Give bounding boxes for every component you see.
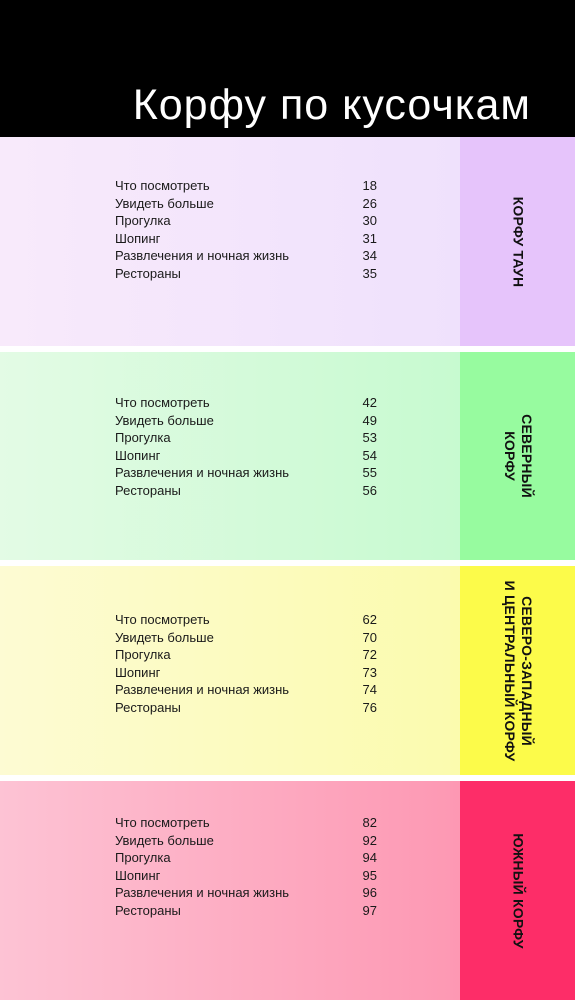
toc-entry[interactable]: Прогулка 72 — [115, 646, 377, 664]
toc-entry-label: Увидеть больше — [115, 412, 214, 428]
toc-entry-page: 97 — [362, 902, 377, 918]
toc-entry-page: 76 — [362, 699, 377, 715]
toc-entry-label: Прогулка — [115, 213, 171, 229]
toc-entry-label: Увидеть больше — [115, 629, 214, 645]
toc-entry-label: Что посмотреть — [115, 612, 210, 627]
toc-entry-label: Развлечения и ночная жизнь — [115, 248, 290, 264]
toc-entry[interactable]: Рестораны 35 — [115, 265, 377, 283]
section-content: Что посмотреть 82 Увидеть больше 92 Прогулка… — [0, 781, 460, 1000]
toc-entry[interactable]: Прогулка 53 — [115, 429, 377, 447]
toc-entry[interactable]: Увидеть больше 70 — [115, 629, 377, 647]
toc-entry-label: Развлечения и ночная жизнь — [115, 682, 290, 698]
toc-entry-label: Увидеть больше — [115, 832, 214, 848]
section-tab-label: ЮЖНЫЙ КОРФУ — [510, 832, 526, 949]
toc-entry-label: Развлечения и ночная жизнь — [115, 885, 290, 901]
toc-entry[interactable]: Развлечения и ночная жизнь 96 — [115, 884, 377, 902]
toc-entry-label: Прогулка — [115, 430, 171, 446]
toc-entry-page: 30 — [362, 213, 377, 229]
section-tab-label: СЕВЕРО-ЗАПАДНЫЙ И ЦЕНТРАЛЬНЫЙ КОРФУ — [501, 580, 535, 761]
toc-entry-page: 73 — [362, 664, 377, 680]
toc-entry-page: 34 — [362, 248, 377, 264]
toc-entry-page: 82 — [362, 815, 377, 830]
section-content: Что посмотреть 18 Увидеть больше 26 Прогулка… — [0, 137, 460, 346]
toc-entry[interactable]: Рестораны 97 — [115, 902, 377, 920]
toc-entry-page: 42 — [362, 395, 377, 410]
section-tab-label: КОРФУ ТАУН — [510, 196, 526, 287]
toc-entry[interactable]: Рестораны 56 — [115, 482, 377, 500]
toc-entry-label: Прогулка — [115, 850, 171, 866]
toc-entry-label: Что посмотреть — [115, 395, 210, 410]
toc-entry[interactable]: Шопинг 73 — [115, 664, 377, 682]
toc-entry-page: 95 — [362, 867, 377, 883]
page-header: Корфу по кусочкам — [0, 0, 575, 137]
toc-entry-page: 31 — [362, 230, 377, 246]
toc-entry-page: 18 — [362, 178, 377, 193]
toc-entry-page: 70 — [362, 629, 377, 645]
toc-entry[interactable]: Развлечения и ночная жизнь 74 — [115, 681, 377, 699]
toc-entry[interactable]: Что посмотреть 82 — [115, 814, 377, 832]
toc-entry-page: 72 — [362, 647, 377, 663]
page-title: Корфу по кусочкам — [132, 81, 531, 129]
toc-entry[interactable]: Увидеть больше 92 — [115, 832, 377, 850]
toc-entry[interactable]: Шопинг 95 — [115, 867, 377, 885]
toc-entry[interactable]: Прогулка 94 — [115, 849, 377, 867]
toc-section: Что посмотреть 82 Увидеть больше 92 Прогулка… — [0, 781, 575, 1000]
toc-entry-label: Рестораны — [115, 902, 181, 918]
section-content: Что посмотреть 62 Увидеть больше 70 Прогулка… — [0, 566, 460, 775]
toc-entry[interactable]: Прогулка 30 — [115, 212, 377, 230]
section-tab[interactable]: СЕВЕРНЫЙ КОРФУ — [460, 352, 575, 560]
toc-entry-label: Шопинг — [115, 664, 161, 680]
toc-entry[interactable]: Увидеть больше 49 — [115, 412, 377, 430]
toc-entry-label: Увидеть больше — [115, 195, 214, 211]
toc-entry-page: 26 — [362, 195, 377, 211]
section-tab-label: СЕВЕРНЫЙ КОРФУ — [501, 414, 535, 498]
toc-entry-page: 54 — [362, 447, 377, 463]
toc-section: Что посмотреть 18 Увидеть больше 26 Прогулка… — [0, 137, 575, 346]
toc-section: Что посмотреть 62 Увидеть больше 70 Прогулка… — [0, 566, 575, 775]
section-tab[interactable]: ЮЖНЫЙ КОРФУ — [460, 781, 575, 1000]
toc-list: Что посмотреть 82 Увидеть больше 92 Прогулка… — [115, 814, 377, 920]
toc-entry-page: 56 — [362, 482, 377, 498]
toc-entry-page: 62 — [362, 612, 377, 627]
section-content: Что посмотреть 42 Увидеть больше 49 Прогулка… — [0, 352, 460, 560]
toc-list: Что посмотреть 62 Увидеть больше 70 Прогулка… — [115, 611, 377, 717]
toc-entry-label: Что посмотреть — [115, 178, 210, 193]
toc-entry-page: 74 — [362, 682, 377, 698]
toc-entry-label: Что посмотреть — [115, 815, 210, 830]
toc-section: Что посмотреть 42 Увидеть больше 49 Прогулка… — [0, 352, 575, 560]
toc-entry-page: 94 — [362, 850, 377, 866]
toc-entry[interactable]: Развлечения и ночная жизнь 34 — [115, 247, 377, 265]
toc-entry[interactable]: Увидеть больше 26 — [115, 195, 377, 213]
toc-entry[interactable]: Шопинг 31 — [115, 230, 377, 248]
toc-entry-page: 35 — [362, 265, 377, 281]
toc-entry-page: 53 — [362, 430, 377, 446]
toc-entry-label: Развлечения и ночная жизнь — [115, 465, 290, 481]
toc-entry-page: 55 — [362, 465, 377, 481]
toc-entry[interactable]: Рестораны 76 — [115, 699, 377, 717]
toc-entry-label: Шопинг — [115, 230, 161, 246]
toc-entry-page: 96 — [362, 885, 377, 901]
section-tab[interactable]: СЕВЕРО-ЗАПАДНЫЙ И ЦЕНТРАЛЬНЫЙ КОРФУ — [460, 566, 575, 775]
toc-list: Что посмотреть 42 Увидеть больше 49 Прогулка… — [115, 394, 377, 500]
toc-list: Что посмотреть 18 Увидеть больше 26 Прогулка… — [115, 177, 377, 283]
toc-entry[interactable]: Что посмотреть 18 — [115, 177, 377, 195]
toc-entry-label: Шопинг — [115, 447, 161, 463]
toc-entry[interactable]: Что посмотреть 62 — [115, 611, 377, 629]
toc-entry-label: Рестораны — [115, 265, 181, 281]
toc-entry[interactable]: Развлечения и ночная жизнь 55 — [115, 464, 377, 482]
toc-entry[interactable]: Что посмотреть 42 — [115, 394, 377, 412]
section-tab[interactable]: КОРФУ ТАУН — [460, 137, 575, 346]
toc-entry-label: Прогулка — [115, 647, 171, 663]
toc-entry-page: 92 — [362, 832, 377, 848]
toc-entry-label: Рестораны — [115, 699, 181, 715]
toc-entry-page: 49 — [362, 412, 377, 428]
toc-entry-label: Шопинг — [115, 867, 161, 883]
toc-entry-label: Рестораны — [115, 482, 181, 498]
toc-entry[interactable]: Шопинг 54 — [115, 447, 377, 465]
